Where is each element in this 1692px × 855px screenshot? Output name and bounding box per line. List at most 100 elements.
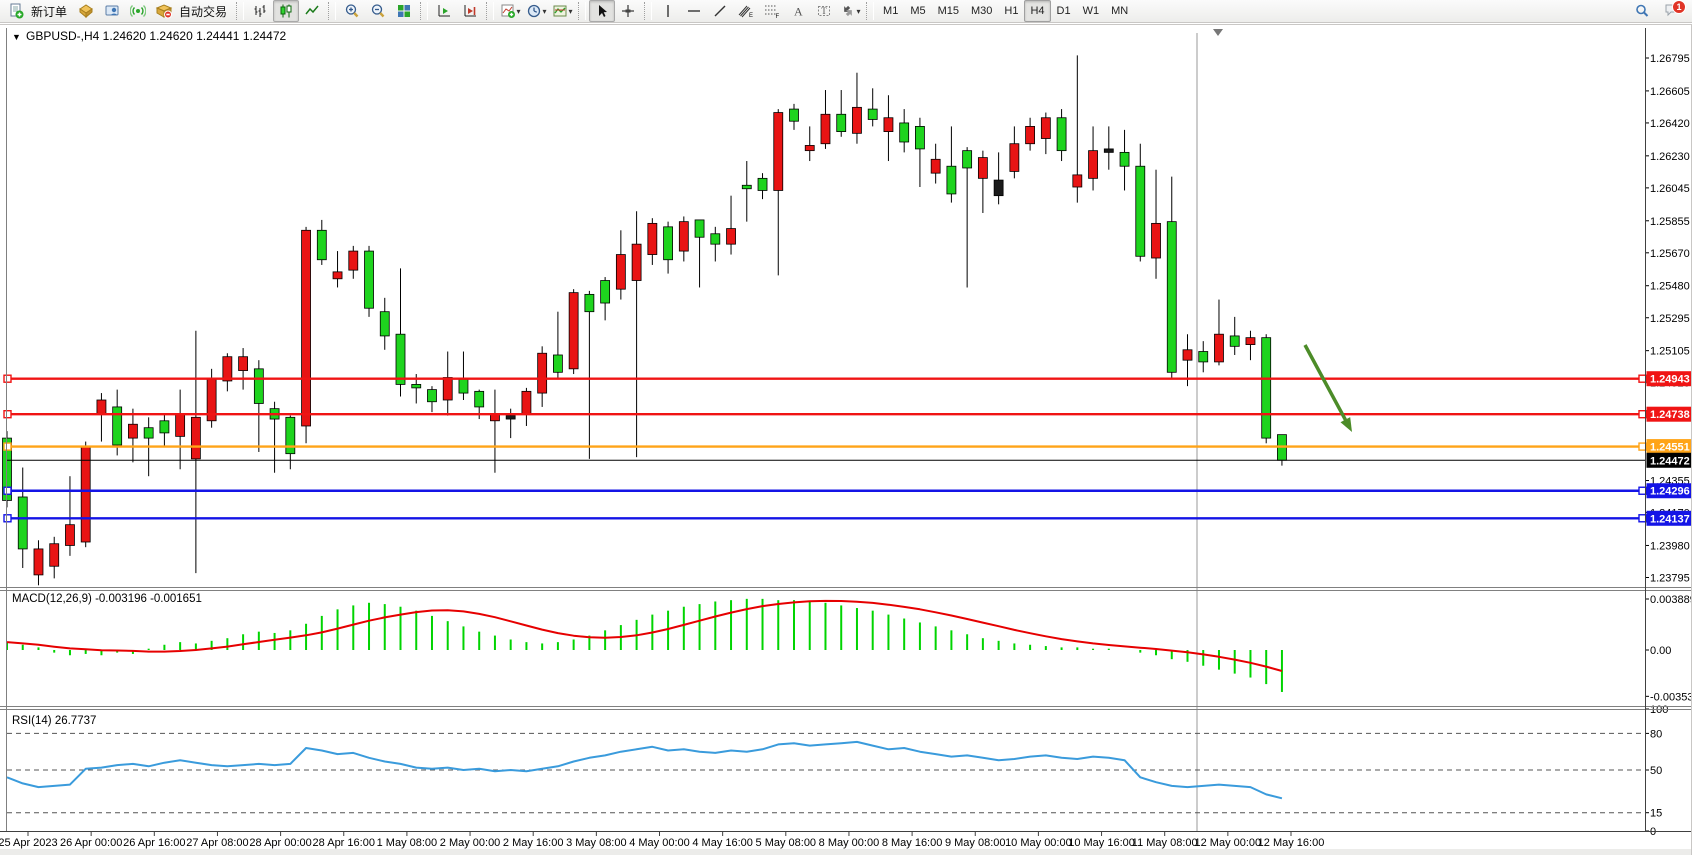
toolbar-separator bbox=[644, 2, 653, 20]
signals-icon bbox=[130, 3, 147, 19]
channel-button[interactable]: E bbox=[733, 0, 759, 22]
templates-button[interactable]: ▾ bbox=[549, 0, 575, 22]
notifications-button[interactable]: 1 bbox=[1661, 0, 1686, 21]
timeframe-h4-button[interactable]: H4 bbox=[1024, 0, 1051, 22]
search-button[interactable] bbox=[1629, 0, 1655, 22]
macd-axis-label: 0.003889 bbox=[1650, 594, 1692, 606]
timeframe-w1-button[interactable]: W1 bbox=[1082, 5, 1100, 17]
new-order-label[interactable]: 新订单 bbox=[31, 4, 68, 19]
timeframe-h1-button[interactable]: H1 bbox=[1004, 5, 1019, 17]
tile-windows-button[interactable] bbox=[391, 0, 417, 22]
line-anchor-marker[interactable] bbox=[3, 514, 12, 523]
line-anchor-marker[interactable] bbox=[1638, 442, 1647, 451]
trendline-icon bbox=[712, 3, 728, 19]
line-anchor-marker[interactable] bbox=[3, 486, 12, 495]
price-tag[interactable] bbox=[1646, 371, 1692, 387]
horizontal-line-button[interactable] bbox=[681, 0, 707, 22]
bar-chart-button[interactable] bbox=[247, 0, 273, 22]
annotation-arrow[interactable] bbox=[1303, 344, 1350, 426]
candle-body bbox=[804, 145, 815, 152]
quotes-button[interactable] bbox=[73, 0, 99, 22]
candle-body bbox=[1072, 174, 1083, 188]
chart-shift-marker[interactable] bbox=[1213, 29, 1223, 36]
candle-body bbox=[1056, 117, 1067, 152]
timeframe-m5-button[interactable]: M5 bbox=[910, 5, 926, 17]
navigator-button[interactable] bbox=[99, 0, 125, 22]
macd-signal-line bbox=[6, 599, 1283, 672]
templates-icon bbox=[552, 3, 568, 19]
price-axis-label: 1.25855 bbox=[1650, 216, 1690, 228]
candle-body bbox=[678, 221, 689, 252]
arrows-button[interactable]: ▾ bbox=[837, 0, 863, 22]
signals-button[interactable] bbox=[125, 0, 151, 22]
time-axis-label: 26 Apr 16:00 bbox=[123, 837, 185, 849]
candle-body bbox=[128, 423, 138, 439]
horizontal-line-icon bbox=[686, 3, 702, 19]
indicators-button[interactable]: ▾ bbox=[497, 0, 523, 22]
candle-body bbox=[962, 150, 973, 169]
candle-body bbox=[915, 126, 925, 150]
bar-chart-icon bbox=[252, 3, 268, 19]
line-anchor-marker[interactable] bbox=[1638, 410, 1647, 419]
price-tag[interactable] bbox=[1646, 406, 1692, 422]
price-tag[interactable] bbox=[1646, 439, 1692, 455]
timeframe-m1-button[interactable]: M1 bbox=[883, 5, 899, 17]
line-chart-button[interactable] bbox=[299, 0, 325, 22]
toolbar-separator bbox=[236, 2, 245, 20]
chart-title: GBPUSD-,H4 1.24620 1.24620 1.24441 1.244… bbox=[26, 29, 287, 43]
text-button[interactable]: A bbox=[785, 0, 811, 22]
candle-body bbox=[222, 356, 233, 382]
timeframe-d1-button[interactable]: D1 bbox=[1056, 5, 1071, 17]
price-tag[interactable] bbox=[1646, 510, 1692, 526]
line-anchor-marker[interactable] bbox=[3, 374, 12, 383]
price-tag[interactable] bbox=[1646, 452, 1692, 468]
auto-trading-icon bbox=[155, 3, 173, 19]
new-order-button[interactable] bbox=[3, 0, 29, 22]
periods-button[interactable]: ▾ bbox=[523, 0, 549, 22]
trendline-button[interactable] bbox=[707, 0, 733, 22]
timeframe-m30-button[interactable]: M30 bbox=[971, 5, 993, 17]
periods-icon bbox=[526, 3, 542, 19]
auto-trading-button[interactable] bbox=[151, 0, 177, 22]
candle-body bbox=[474, 390, 485, 408]
chart-background bbox=[0, 24, 1692, 855]
line-anchor-marker[interactable] bbox=[1638, 486, 1647, 495]
candle-body bbox=[190, 416, 201, 460]
notification-badge: 1 bbox=[1672, 0, 1686, 14]
auto-trading-label[interactable]: 自动交易 bbox=[179, 4, 228, 19]
candle-body bbox=[253, 368, 264, 404]
fibonacci-button[interactable]: F bbox=[759, 0, 785, 22]
cursor-button[interactable] bbox=[589, 0, 616, 22]
text-label-button[interactable]: T bbox=[811, 0, 837, 22]
macd-axis-label: 0.00 bbox=[1650, 645, 1671, 657]
candle-body bbox=[1182, 349, 1193, 361]
time-axis-label: 8 May 00:00 bbox=[819, 837, 880, 849]
crosshair-button[interactable] bbox=[615, 0, 641, 22]
candle-body bbox=[458, 378, 469, 394]
indicators-icon bbox=[500, 3, 516, 19]
annotation-arrow-head[interactable] bbox=[1340, 417, 1352, 432]
toolbar-separator bbox=[578, 2, 587, 20]
timeframe-m15-button[interactable]: M15 bbox=[937, 5, 959, 17]
price-tag[interactable] bbox=[1646, 483, 1692, 499]
line-anchor-marker[interactable] bbox=[1638, 374, 1647, 383]
zoom-out-button[interactable] bbox=[365, 0, 391, 22]
search-icon bbox=[1634, 3, 1650, 19]
symbol-dropdown-marker[interactable]: ▼ bbox=[12, 32, 21, 42]
timeframe-mn-button[interactable]: MN bbox=[1111, 5, 1129, 17]
time-axis-label: 5 May 08:00 bbox=[756, 837, 817, 849]
auto-scroll-button[interactable] bbox=[431, 0, 457, 22]
chart-shift-button[interactable] bbox=[457, 0, 483, 22]
line-anchor-marker[interactable] bbox=[1638, 514, 1647, 523]
line-anchor-marker[interactable] bbox=[3, 442, 12, 451]
candle-body bbox=[33, 548, 44, 576]
candle-body bbox=[1229, 335, 1240, 347]
zoom-in-button[interactable] bbox=[339, 0, 365, 22]
candle-body bbox=[1166, 221, 1177, 373]
macd-indicator-label: MACD(12,26,9) -0.003196 -0.001651 bbox=[12, 593, 202, 605]
vertical-line-button[interactable] bbox=[655, 0, 681, 22]
candle-body bbox=[663, 226, 673, 261]
line-anchor-marker[interactable] bbox=[3, 410, 12, 419]
candle-chart-button[interactable] bbox=[273, 0, 300, 22]
